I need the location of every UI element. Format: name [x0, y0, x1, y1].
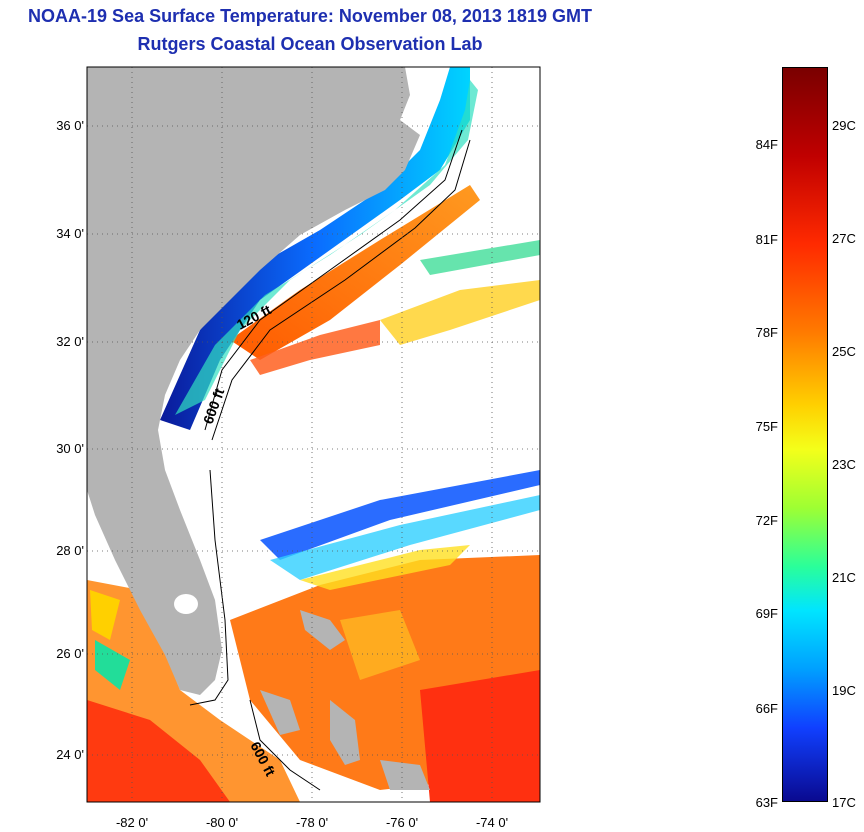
colorbar-label-19c: 19C — [832, 683, 856, 698]
lat-label-24: 24 0' — [56, 747, 84, 762]
colorbar-label-29c: 29C — [832, 118, 856, 133]
lat-label-30: 30 0' — [56, 441, 84, 456]
lon-label-80: -80 0' — [205, 815, 239, 830]
lat-label-34: 34 0' — [56, 226, 84, 241]
lat-label-36: 36 0' — [56, 118, 84, 133]
colorbar-label-69f: 69F — [755, 606, 778, 621]
colorbar-label-78f: 78F — [755, 325, 778, 340]
colorbar-label-81f: 81F — [755, 232, 778, 247]
lon-label-78: -78 0' — [295, 815, 329, 830]
temperature-colorbar — [782, 67, 828, 802]
lat-label-26: 26 0' — [56, 646, 84, 661]
map-title: NOAA-19 Sea Surface Temperature: Novembe… — [28, 6, 592, 26]
lon-label-74: -74 0' — [475, 815, 509, 830]
colorbar-label-84f: 84F — [755, 137, 778, 152]
lon-label-76: -76 0' — [385, 815, 419, 830]
lat-label-28: 28 0' — [56, 543, 84, 558]
lon-label-82: -82 0' — [115, 815, 149, 830]
colorbar-label-75f: 75F — [755, 419, 778, 434]
colorbar-label-21c: 21C — [832, 570, 856, 585]
map-subtitle: Rutgers Coastal Ocean Observation Lab — [137, 34, 483, 54]
lat-label-32: 32 0' — [56, 334, 84, 349]
colorbar-label-63f: 63F — [755, 795, 778, 810]
map-area — [87, 67, 540, 802]
colorbar-label-27c: 27C — [832, 231, 856, 246]
colorbar-label-17c: 17C — [832, 795, 856, 810]
colorbar-label-25c: 25C — [832, 344, 856, 359]
colorbar-label-23c: 23C — [832, 457, 856, 472]
colorbar-label-72f: 72F — [755, 513, 778, 528]
colorbar-label-66f: 66F — [755, 701, 778, 716]
